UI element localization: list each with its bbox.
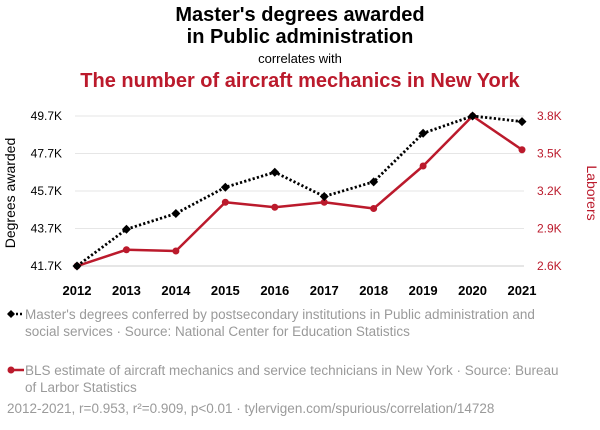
- series-laborers-point: [320, 198, 328, 206]
- chart-plot: 41.7K 43.7K 45.7K 47.7K 49.7K 2.6K 2.9K 3.2K 3.5…: [2, 109, 600, 298]
- legend-item-laborers: BLS estimate of aircraft mechanics and s…: [7, 362, 567, 396]
- series-laborers-point: [221, 198, 229, 206]
- x-tick-label: 2012: [63, 283, 92, 298]
- chart-subtitle: The number of aircraft mechanics in New …: [80, 70, 520, 92]
- y-left-tick-label: 47.7K: [31, 147, 62, 161]
- series-laborers-point: [122, 246, 130, 254]
- correlates-with-label: correlates with: [258, 51, 342, 66]
- y-right-tick-label: 3.5K: [537, 147, 562, 161]
- series-degrees-point: [171, 209, 181, 218]
- x-tick-label: 2018: [359, 283, 388, 298]
- x-tick-label: 2021: [508, 283, 537, 298]
- y-right-axis-title: Laborers: [584, 165, 600, 220]
- series-laborers-point: [419, 162, 427, 170]
- y-right-tick-label: 3.8K: [537, 109, 562, 123]
- x-tick-label: 2016: [260, 283, 289, 298]
- chart-title-line1: Master's degrees awarded: [175, 4, 425, 26]
- x-tick-label: 2017: [310, 283, 339, 298]
- series-degrees-point: [72, 261, 82, 271]
- series-laborers-line: [76, 114, 523, 268]
- legend-item-degrees: Master's degrees conferred by postsecond…: [7, 306, 567, 340]
- series-degrees-point: [319, 191, 329, 201]
- y-left-tick-label: 43.7K: [31, 222, 62, 236]
- legend-laborers-marker-icon: [7, 366, 24, 374]
- series-degrees-point: [220, 182, 230, 192]
- x-tick-label: 2015: [211, 283, 240, 298]
- legend-degrees-label: Master's degrees conferred by postsecond…: [25, 307, 535, 339]
- series-laborers-point: [518, 146, 526, 154]
- y-right-tick-label: 2.6K: [537, 259, 562, 273]
- x-tick-label: 2013: [112, 283, 141, 298]
- series-degrees-point: [517, 117, 527, 127]
- y-left-axis-title: Degrees awarded: [2, 138, 18, 249]
- series-laborers-point: [271, 203, 279, 211]
- series-degrees-point: [121, 224, 131, 234]
- series-degrees-point: [270, 167, 280, 177]
- series-degrees-point: [369, 177, 379, 187]
- series-degrees-line: [76, 114, 523, 268]
- y-left-tick-label: 41.7K: [31, 259, 62, 273]
- y-left-tick-label: 45.7K: [31, 184, 62, 198]
- y-right-tick-label: 3.2K: [537, 184, 562, 198]
- chart-title-line2: in Public administration: [186, 26, 414, 48]
- series-laborers-point: [172, 247, 180, 255]
- series-laborers-point: [370, 205, 378, 212]
- y-left-tick-label: 49.7K: [31, 109, 62, 123]
- x-tick-label: 2019: [409, 283, 438, 298]
- legend-degrees-marker-icon: [7, 310, 24, 318]
- x-tick-label: 2020: [458, 283, 487, 298]
- y-right-tick-label: 2.9K: [537, 222, 562, 236]
- legend-laborers-label: BLS estimate of aircraft mechanics and s…: [25, 363, 559, 395]
- series-degrees-point: [468, 111, 478, 121]
- x-tick-label: 2014: [161, 283, 191, 298]
- footer-stats: 2012-2021, r=0.953, r²=0.909, p<0.01 · t…: [7, 401, 495, 416]
- series-degrees-point: [418, 128, 428, 138]
